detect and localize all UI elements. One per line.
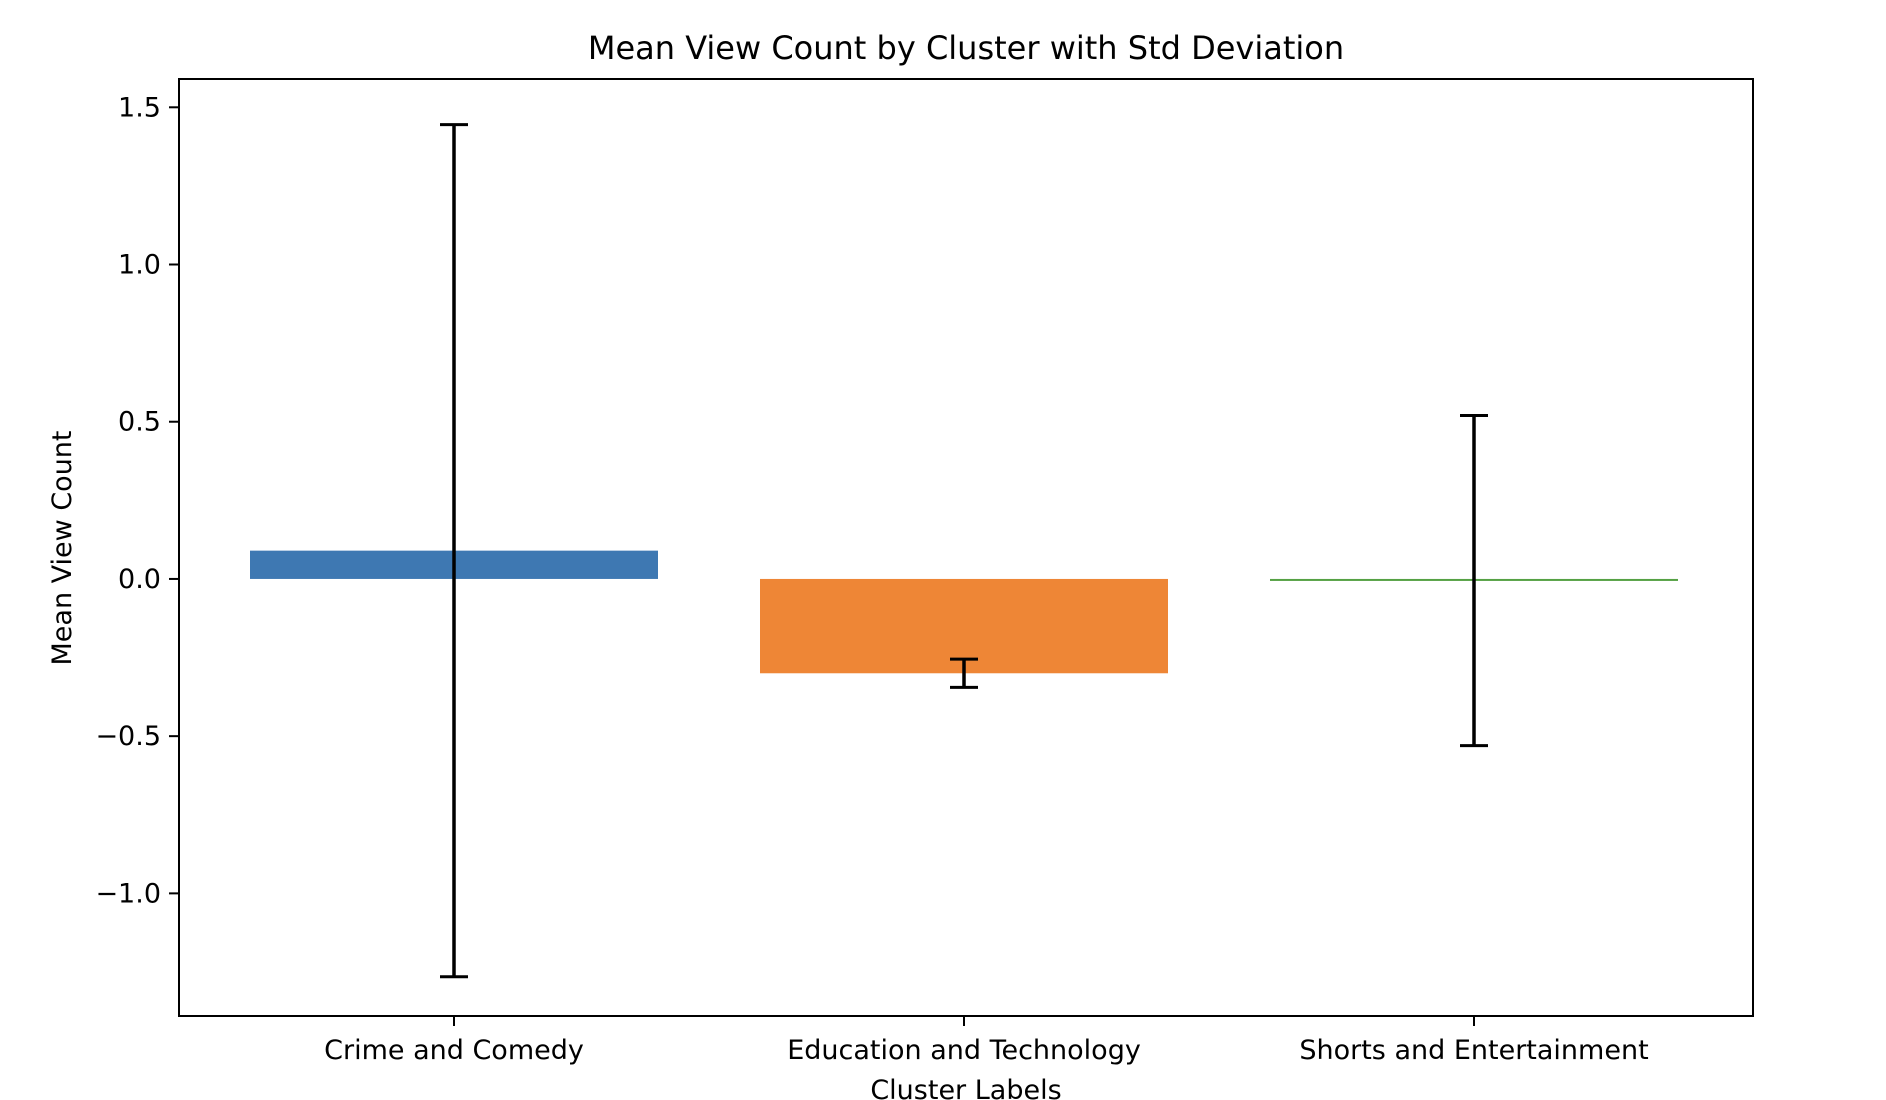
x-tick-label: Crime and Comedy: [324, 1035, 584, 1066]
y-axis: 1.5 1.0 0.5 0.0 −0.5 −1.0: [95, 92, 179, 909]
y-tick-label: 1.0: [118, 250, 161, 281]
x-tick-label: Education and Technology: [787, 1035, 1141, 1066]
y-tick-label: 1.5: [118, 92, 161, 123]
x-axis-label: Cluster Labels: [870, 1075, 1061, 1100]
chart-title: Mean View Count by Cluster with Std Devi…: [588, 29, 1344, 67]
y-tick-label: −0.5: [95, 721, 161, 752]
x-axis: Crime and Comedy Education and Technology…: [324, 1016, 1649, 1066]
y-tick-label: −1.0: [95, 878, 161, 909]
y-tick-label: 0.5: [118, 407, 161, 438]
bar: [760, 578, 1168, 674]
error-bars-layer: [440, 123, 1488, 979]
y-tick-label: 0.0: [118, 564, 161, 595]
x-tick-label: Shorts and Entertainment: [1299, 1035, 1648, 1066]
y-axis-label: Mean View Count: [47, 431, 78, 666]
plot-frame: [178, 78, 1754, 1017]
